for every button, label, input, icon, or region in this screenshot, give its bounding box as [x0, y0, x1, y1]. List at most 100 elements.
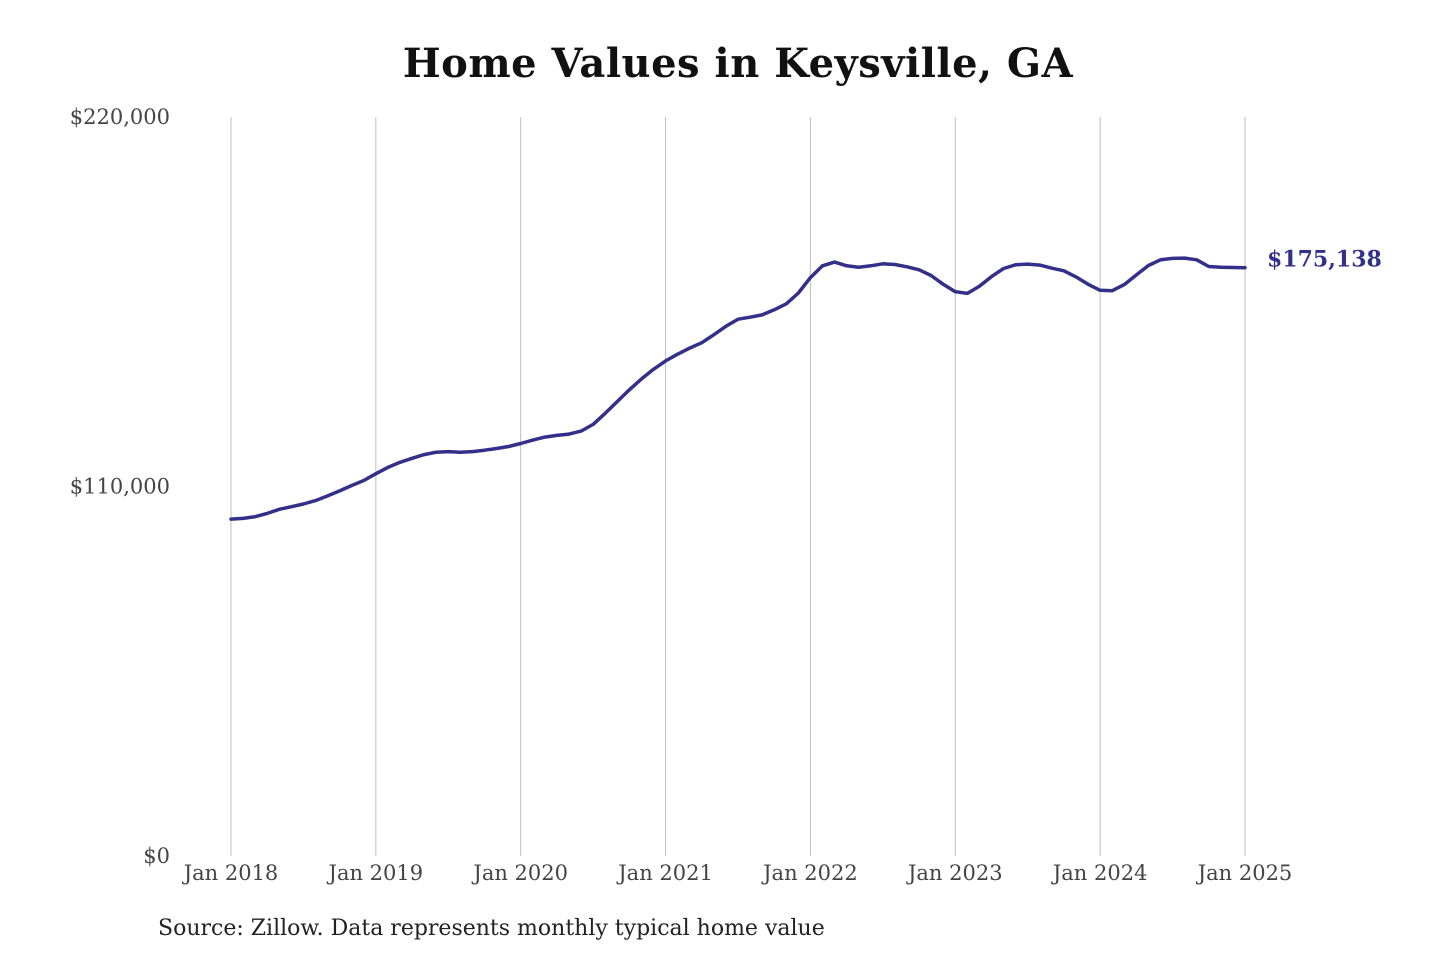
data-point	[1171, 256, 1175, 260]
data-point	[639, 377, 643, 381]
data-point	[676, 352, 680, 356]
data-point	[664, 359, 668, 363]
data-point	[688, 346, 692, 350]
y-tick-label: $220,000	[70, 105, 170, 129]
data-point	[1146, 264, 1150, 267]
data-point	[591, 422, 595, 426]
x-tick-label: Jan 2024	[1051, 861, 1148, 885]
data-point	[410, 456, 414, 460]
data-point	[531, 438, 535, 442]
data-point	[724, 324, 728, 328]
y-tick-label: $110,000	[70, 475, 170, 499]
data-point	[434, 450, 438, 454]
x-tick-label: Jan 2023	[906, 861, 1003, 885]
data-point	[470, 450, 474, 454]
data-point	[422, 453, 426, 457]
data-point	[893, 263, 897, 266]
data-point	[603, 411, 607, 415]
data-point	[519, 442, 523, 445]
data-point	[748, 315, 752, 319]
data-point	[1086, 282, 1090, 286]
end-value-label: $175,138	[1267, 247, 1382, 273]
data-point	[881, 262, 885, 266]
x-tick-label: Jan 2018	[182, 861, 279, 885]
data-point	[1074, 275, 1078, 279]
x-tick-label: Jan 2019	[327, 861, 424, 885]
data-point	[495, 447, 499, 450]
series-line	[229, 256, 1247, 521]
data-point	[398, 460, 402, 464]
data-point	[772, 308, 776, 312]
data-point	[941, 282, 945, 286]
data-point	[990, 275, 993, 279]
data-point	[796, 291, 800, 295]
data-point	[977, 284, 981, 288]
data-point	[760, 313, 764, 317]
data-point	[615, 400, 619, 403]
data-point	[833, 260, 837, 264]
data-point	[277, 507, 281, 511]
data-point	[543, 435, 547, 439]
data-point	[507, 445, 511, 448]
data-point	[483, 448, 486, 452]
data-point	[458, 450, 462, 454]
data-point	[1098, 288, 1102, 292]
data-point	[386, 465, 390, 469]
source-note: Source: Zillow. Data represents monthly …	[158, 916, 825, 941]
data-point	[627, 388, 631, 392]
data-point	[1014, 263, 1018, 267]
data-point	[965, 291, 969, 295]
data-point	[1122, 283, 1126, 287]
data-point	[784, 302, 788, 306]
data-point	[1110, 289, 1114, 293]
data-point	[1038, 263, 1042, 267]
data-point	[241, 516, 245, 520]
x-tick-label: Jan 2021	[616, 861, 713, 885]
data-point	[1159, 258, 1162, 262]
data-point	[362, 479, 366, 482]
data-point	[917, 268, 921, 272]
data-point	[301, 502, 305, 506]
y-tick-label: $0	[143, 844, 170, 868]
data-point	[845, 264, 849, 268]
data-point	[808, 276, 812, 280]
data-point	[736, 317, 740, 321]
data-point	[1062, 269, 1066, 273]
y-axis-tick-labels: $0 $110,000 $220,000	[70, 105, 170, 868]
data-point	[1134, 273, 1138, 277]
data-point	[326, 494, 330, 498]
x-tick-label: Jan 2022	[761, 861, 858, 885]
vertical-grid-lines	[230, 117, 1246, 856]
data-point	[712, 333, 716, 337]
data-point	[1231, 266, 1235, 269]
data-point	[1207, 265, 1211, 268]
data-point	[1219, 265, 1223, 269]
data-point	[652, 367, 655, 371]
data-point	[1002, 267, 1006, 270]
data-point	[265, 511, 269, 515]
data-point	[857, 265, 861, 269]
data-point	[1243, 266, 1247, 270]
data-point	[289, 505, 293, 509]
data-point	[869, 264, 873, 268]
data-point	[700, 341, 704, 345]
data-point	[953, 290, 957, 294]
data-point	[350, 484, 354, 487]
data-point	[229, 517, 233, 521]
data-point	[338, 489, 342, 493]
x-tick-label: Jan 2025	[1196, 861, 1293, 885]
data-point	[1026, 262, 1030, 266]
chart-title: Home Values in Keysville, GA	[402, 40, 1074, 87]
data-point	[1183, 256, 1187, 260]
x-tick-label: Jan 2020	[471, 861, 568, 885]
data-point	[579, 429, 583, 433]
data-point	[905, 265, 909, 269]
data-point	[555, 433, 559, 437]
data-point	[253, 515, 257, 519]
data-point	[929, 274, 933, 277]
series-group	[229, 256, 1247, 521]
data-point	[1050, 266, 1054, 270]
data-point	[567, 432, 571, 436]
data-point	[821, 264, 824, 268]
